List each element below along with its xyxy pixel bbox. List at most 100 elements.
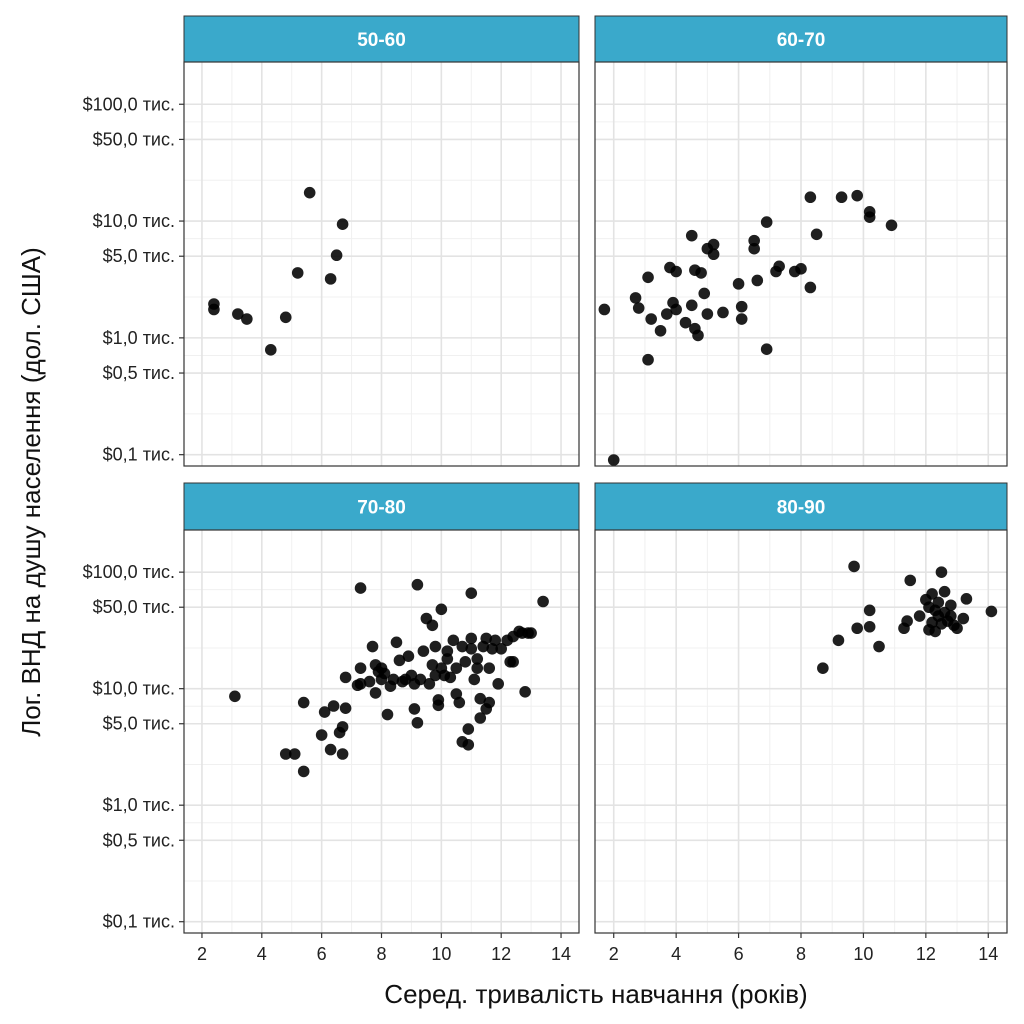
data-point [387, 673, 400, 686]
y-tick-label: $50,0 тис. [93, 129, 175, 149]
data-point [695, 267, 707, 279]
data-point [951, 622, 963, 635]
data-point [492, 678, 505, 690]
data-point [863, 620, 876, 633]
facet-strip-label: 50-60 [357, 30, 406, 51]
data-point [447, 634, 460, 647]
data-point [901, 615, 913, 627]
data-point [957, 612, 970, 625]
data-point [456, 640, 469, 653]
data-point [748, 234, 760, 247]
x-tick-label: 14 [551, 944, 571, 964]
data-point [465, 632, 478, 645]
data-point [468, 673, 481, 686]
data-point [735, 300, 748, 313]
data-point [336, 748, 349, 760]
data-point [483, 696, 496, 709]
x-tick-label: 14 [978, 944, 998, 964]
data-point [760, 216, 773, 228]
data-point [632, 302, 645, 314]
data-point [904, 574, 917, 587]
data-point [480, 632, 493, 645]
data-point [489, 634, 502, 647]
data-point [645, 313, 657, 325]
data-point [444, 671, 457, 684]
data-point [692, 329, 704, 342]
data-point [354, 662, 367, 674]
data-point [701, 308, 714, 320]
data-point [441, 645, 454, 657]
data-point [324, 273, 337, 285]
data-point [804, 281, 817, 294]
data-point [378, 667, 391, 680]
data-point [773, 260, 785, 273]
data-point [288, 748, 301, 760]
y-tick-label: $5,0 тис. [103, 714, 175, 734]
facet-strip [594, 15, 1008, 63]
data-point [453, 696, 466, 709]
data-point [935, 566, 948, 578]
data-point [810, 228, 823, 241]
data-point [291, 267, 304, 279]
data-point [336, 721, 349, 733]
data-point [717, 306, 729, 319]
data-point [381, 708, 394, 721]
data-point [315, 729, 328, 741]
y-tick-label: $0,1 тис. [103, 912, 175, 932]
data-point [339, 671, 352, 684]
data-point [873, 640, 885, 653]
data-point [423, 678, 436, 690]
data-point [495, 642, 507, 655]
data-point [429, 640, 442, 653]
y-axis-title: Лог. ВНД на душу населення (дол. США) [16, 247, 46, 737]
data-point [707, 238, 720, 251]
data-point [926, 588, 938, 600]
data-point [339, 702, 352, 714]
data-point [465, 642, 478, 655]
data-point [426, 619, 439, 632]
x-tick-label: 6 [734, 944, 744, 964]
data-point [851, 622, 863, 635]
data-point [474, 712, 487, 724]
data-point [327, 700, 340, 712]
y-tick-label: $0,5 тис. [103, 363, 175, 383]
data-point [598, 303, 611, 316]
data-point [471, 653, 484, 665]
data-point [402, 650, 415, 662]
data-point [795, 263, 807, 275]
data-point [417, 645, 430, 657]
data-point [297, 765, 310, 778]
facet-strip [594, 482, 1008, 531]
y-tick-label: $1,0 тис. [103, 795, 175, 815]
data-point [324, 743, 337, 756]
data-point [685, 229, 698, 242]
data-point [483, 662, 496, 674]
facet-strip-label: 80-90 [777, 498, 826, 519]
x-axis-title: Серед. тривалість навчання (років) [384, 979, 807, 1009]
data-point [817, 662, 829, 674]
y-tick-label: $0,1 тис. [103, 445, 175, 465]
data-point [279, 311, 292, 324]
data-point [804, 191, 817, 204]
data-point [390, 636, 403, 649]
data-point [354, 678, 367, 690]
data-point [426, 659, 439, 671]
x-axes: 2 4 6 8 10 12 14 2 4 6 8 10 12 14 [197, 933, 998, 964]
data-point [411, 578, 424, 591]
y-tick-label: $1,0 тис. [103, 328, 175, 348]
data-point [432, 699, 445, 712]
data-point [474, 692, 487, 705]
data-point [698, 287, 711, 300]
facet-strip [183, 15, 580, 63]
data-point [519, 685, 531, 698]
data-point [462, 738, 475, 751]
data-point [945, 599, 957, 612]
y-tick-label: $0,5 тис. [103, 830, 175, 850]
data-point [393, 654, 406, 667]
y-tick-label: $10,0 тис. [93, 679, 175, 699]
data-point [363, 675, 376, 688]
data-point [208, 303, 220, 316]
panel-border [183, 61, 580, 467]
data-point [642, 271, 654, 284]
